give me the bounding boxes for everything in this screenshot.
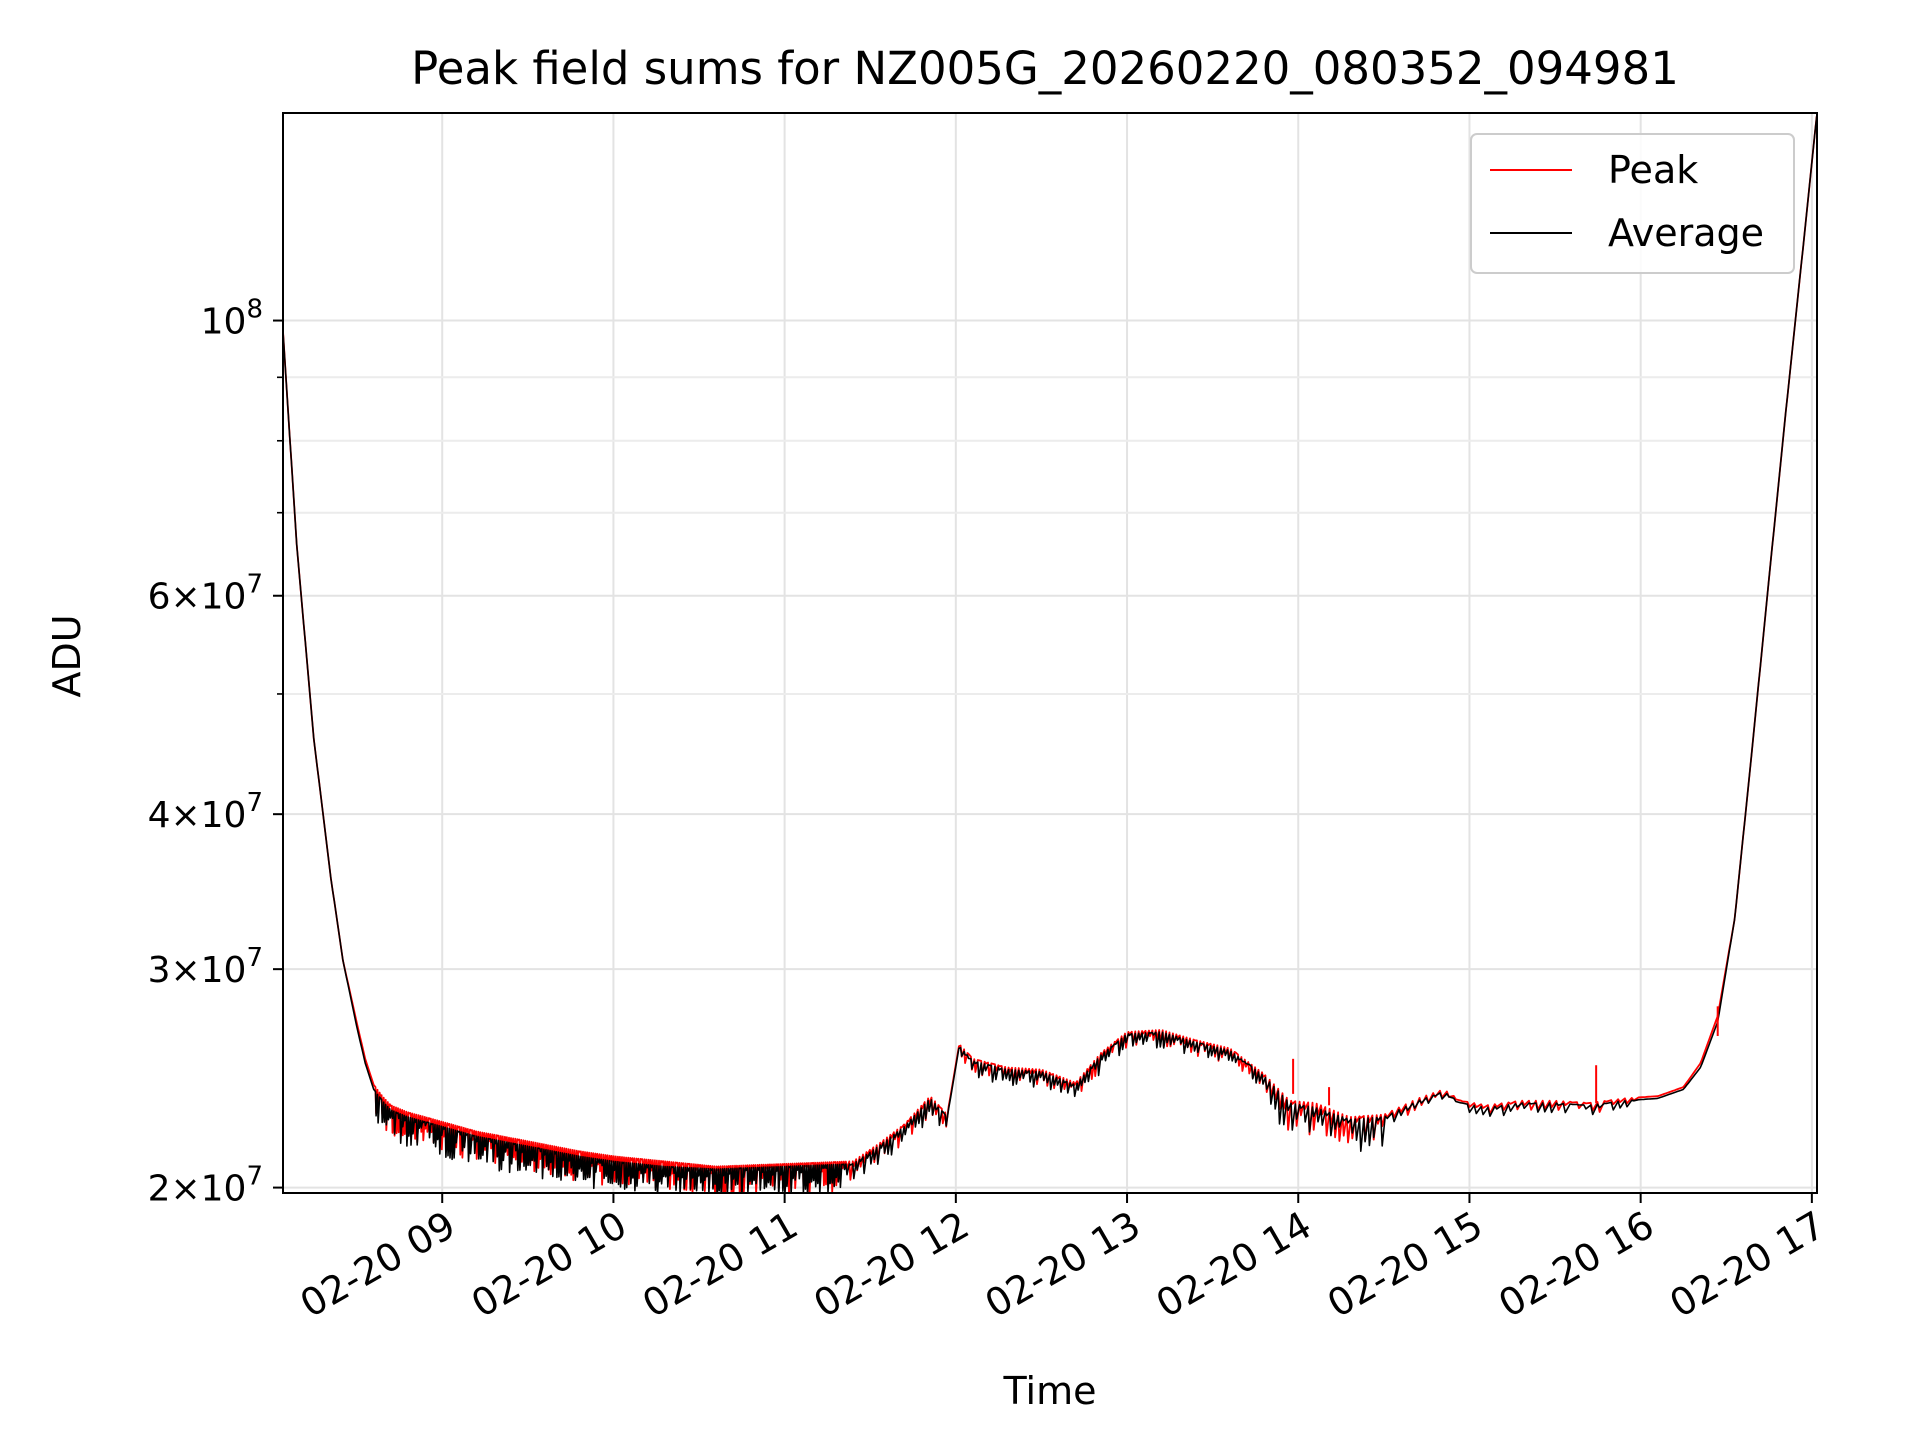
y-axis-label: ADU xyxy=(45,614,89,697)
legend-average-label: Average xyxy=(1608,211,1764,255)
grid xyxy=(283,113,1817,1193)
series-line-average xyxy=(283,116,1817,1193)
y-tick-label: 3×107 xyxy=(148,943,263,991)
y-tick-label: 4×107 xyxy=(148,788,263,836)
legend-peak-label: Peak xyxy=(1608,148,1698,192)
chart-title: Peak field sums for NZ005G_20260220_0803… xyxy=(411,42,1679,95)
plot-lines xyxy=(283,116,1817,1193)
y-tick-label: 108 xyxy=(201,295,263,343)
y-axis: 2×107 3×107 4×107 6×107 108 xyxy=(148,295,283,1210)
axes-frame xyxy=(282,112,1818,1194)
legend: Peak Average xyxy=(1470,133,1795,274)
y-tick-label: 2×107 xyxy=(148,1162,263,1210)
legend-box xyxy=(1470,133,1795,274)
x-axis-label: Time xyxy=(1003,1369,1097,1413)
y-tick-label: 6×107 xyxy=(148,570,263,618)
